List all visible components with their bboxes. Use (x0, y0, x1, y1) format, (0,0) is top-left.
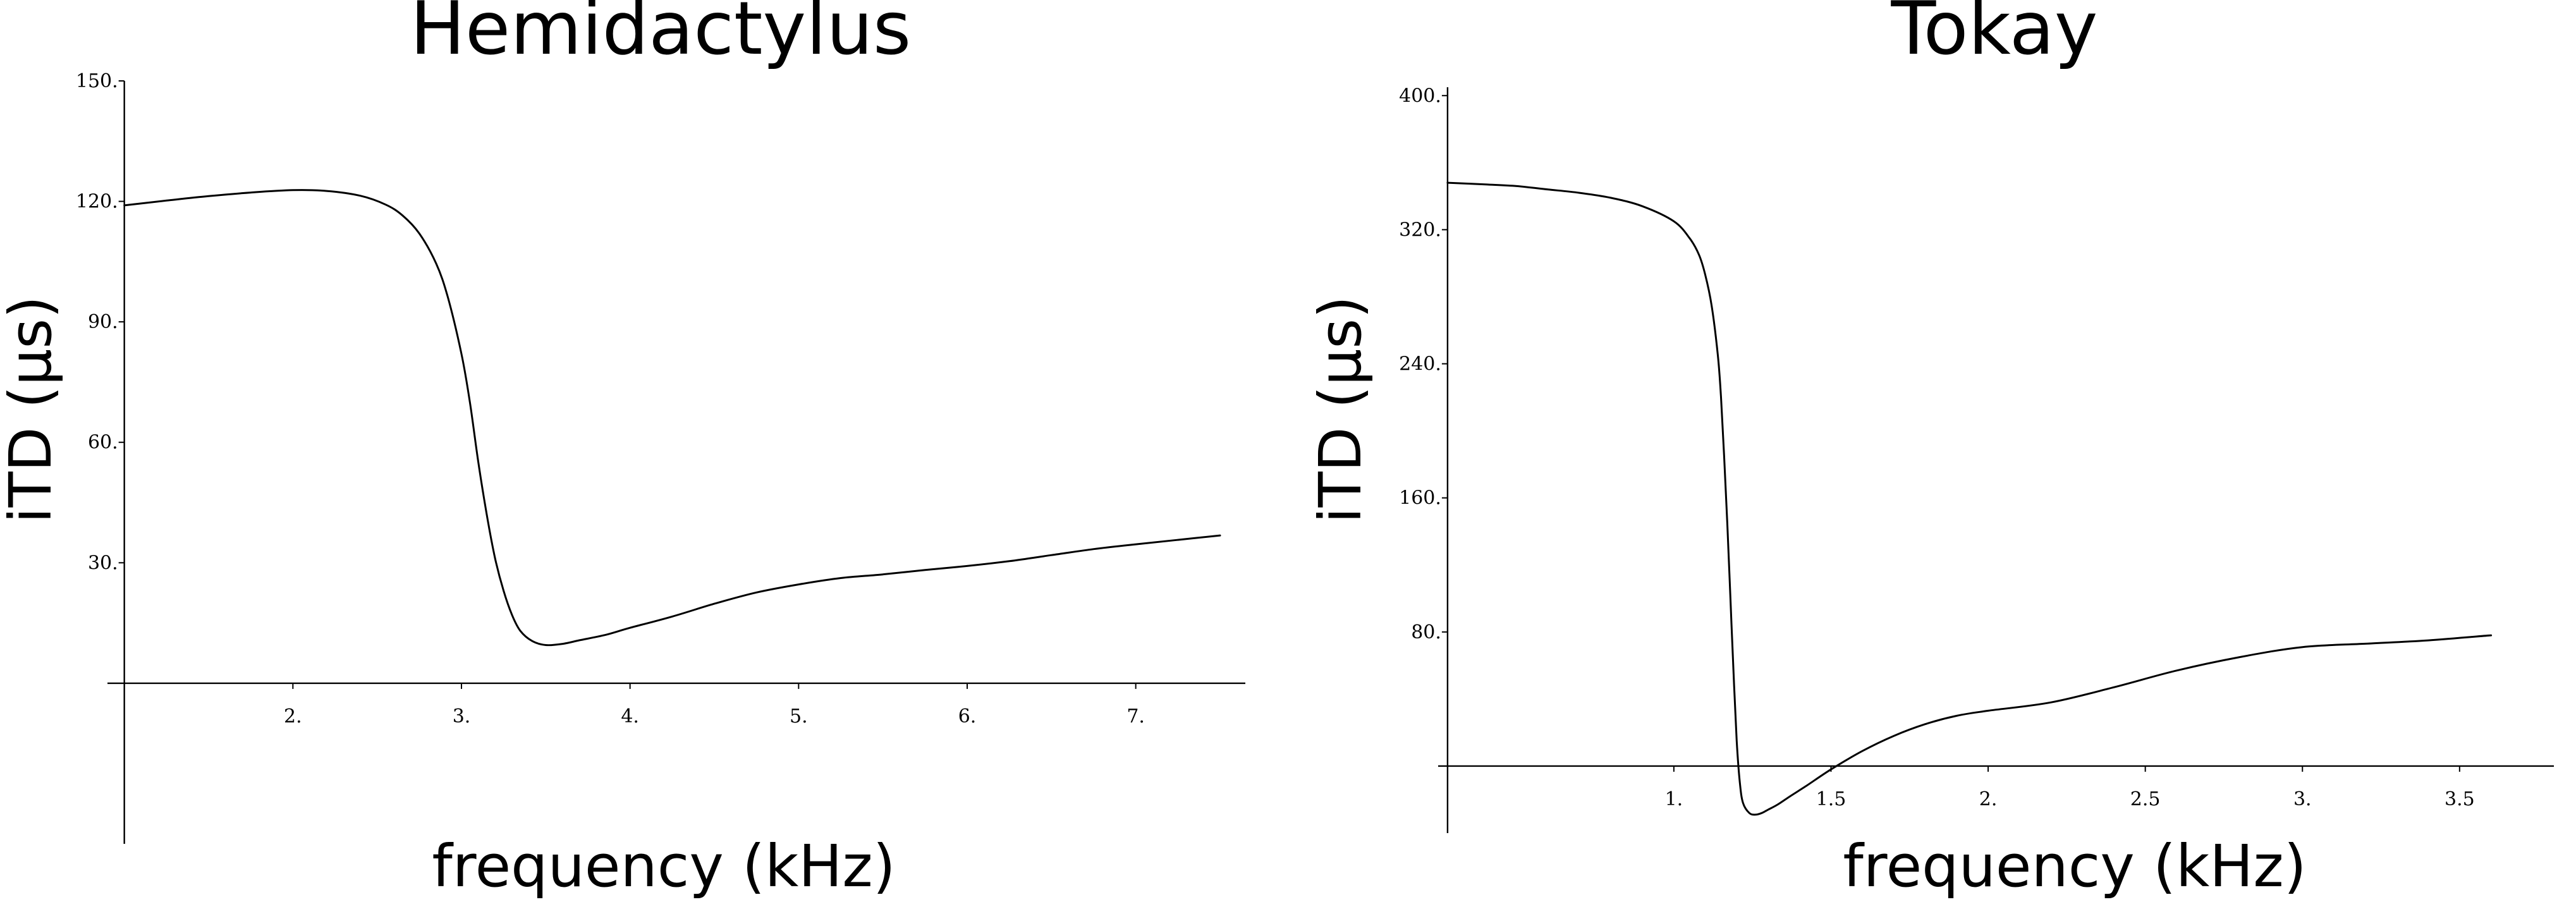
y-ticks: 30. 60. 90. 120. 150. (76, 70, 125, 574)
x-ticks: 2. 3. 4. 5. 6. 7. (284, 683, 1145, 728)
itd-curve (123, 189, 1221, 647)
x-tick-label: 3. (453, 705, 471, 728)
y-tick-label: 320. (1399, 219, 1441, 241)
y-axis-title: iTD (µs) (0, 296, 64, 523)
axes (1438, 87, 2554, 833)
axes (107, 81, 1245, 844)
x-axis-title: frequency (kHz) (432, 832, 895, 900)
y-tick-label: 120. (76, 191, 118, 213)
x-axis-title: frequency (kHz) (1843, 832, 2306, 900)
x-tick-label: 2. (284, 705, 302, 728)
y-tick-label: 60. (88, 432, 118, 454)
y-tick-label: 150. (76, 70, 118, 92)
x-tick-label: 3. (2293, 788, 2312, 810)
y-ticks: 80. 160. 240. 320. 400. (1399, 85, 1448, 643)
y-tick-label: 160. (1399, 487, 1441, 509)
x-tick-label: 7. (1126, 705, 1145, 728)
y-tick-label: 90. (88, 311, 118, 333)
chart-tokay: Tokay frequency (kHz) iTD (µs) 1. 1.5 2. 2.… (1307, 0, 2554, 900)
x-tick-label: 1. (1665, 788, 1683, 810)
y-tick-label: 400. (1399, 85, 1441, 107)
x-tick-label: 4. (621, 705, 639, 728)
x-tick-label: 2. (1979, 788, 1998, 810)
x-tick-label: 2.5 (2130, 788, 2161, 810)
x-tick-label: 5. (790, 705, 808, 728)
itd-curve (1446, 181, 2493, 816)
x-tick-label: 1.5 (1816, 788, 1847, 810)
chart-hemidactylus: Hemidactylus frequency (kHz) iTD (µs) 2.… (0, 0, 1245, 900)
x-tick-label: 6. (958, 705, 977, 728)
x-ticks: 1. 1.5 2. 2.5 3. 3.5 (1665, 765, 2475, 810)
chart-title: Hemidactylus (410, 0, 912, 71)
chart-title: Tokay (1891, 0, 2098, 71)
y-tick-label: 240. (1399, 353, 1441, 375)
x-tick-label: 3.5 (2445, 788, 2475, 810)
y-axis-title: iTD (µs) (1307, 296, 1374, 523)
y-tick-label: 30. (88, 552, 118, 574)
y-tick-label: 80. (1411, 621, 1441, 643)
